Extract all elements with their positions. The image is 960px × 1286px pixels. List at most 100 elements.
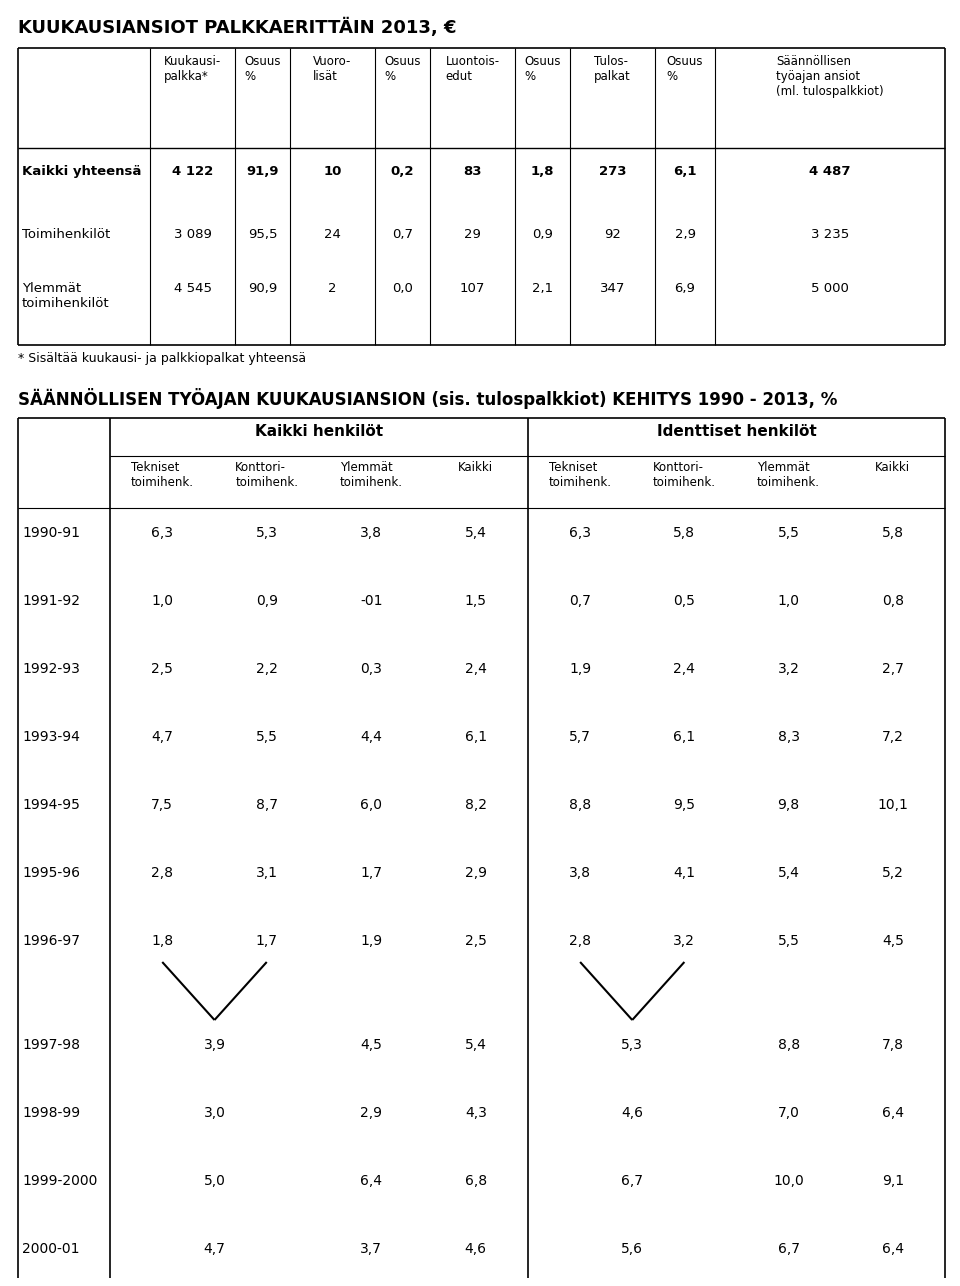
Text: 5,0: 5,0 bbox=[204, 1174, 226, 1188]
Text: 5,8: 5,8 bbox=[882, 526, 904, 540]
Text: 8,8: 8,8 bbox=[569, 799, 591, 811]
Text: 5,4: 5,4 bbox=[465, 526, 487, 540]
Text: 0,3: 0,3 bbox=[360, 662, 382, 676]
Text: 347: 347 bbox=[600, 282, 625, 294]
Text: Osuus
%: Osuus % bbox=[667, 55, 704, 84]
Text: 3,2: 3,2 bbox=[778, 662, 800, 676]
Text: 8,7: 8,7 bbox=[255, 799, 277, 811]
Text: Kaikki: Kaikki bbox=[458, 460, 493, 475]
Text: 1,5: 1,5 bbox=[465, 594, 487, 608]
Text: 5,8: 5,8 bbox=[673, 526, 695, 540]
Text: 2,7: 2,7 bbox=[882, 662, 903, 676]
Text: 5,7: 5,7 bbox=[569, 730, 591, 745]
Text: 107: 107 bbox=[460, 282, 485, 294]
Text: 29: 29 bbox=[464, 228, 481, 240]
Text: 10,0: 10,0 bbox=[773, 1174, 804, 1188]
Text: 0,9: 0,9 bbox=[255, 594, 277, 608]
Text: * Sisältää kuukausi- ja palkkiopalkat yhteensä: * Sisältää kuukausi- ja palkkiopalkat yh… bbox=[18, 352, 306, 365]
Text: 4,3: 4,3 bbox=[465, 1106, 487, 1120]
Text: Ylemmät
toimihenk.: Ylemmät toimihenk. bbox=[340, 460, 403, 489]
Text: 1996-97: 1996-97 bbox=[22, 934, 80, 948]
Text: 7,8: 7,8 bbox=[882, 1038, 904, 1052]
Text: 9,5: 9,5 bbox=[673, 799, 695, 811]
Text: Tekniset
toimihenk.: Tekniset toimihenk. bbox=[131, 460, 194, 489]
Text: 4,7: 4,7 bbox=[152, 730, 173, 745]
Text: 1990-91: 1990-91 bbox=[22, 526, 80, 540]
Text: Luontois-
edut: Luontois- edut bbox=[445, 55, 499, 84]
Text: 3,2: 3,2 bbox=[673, 934, 695, 948]
Text: 5,6: 5,6 bbox=[621, 1242, 643, 1256]
Text: Tulos-
palkat: Tulos- palkat bbox=[594, 55, 631, 84]
Text: Osuus
%: Osuus % bbox=[384, 55, 420, 84]
Text: 4 545: 4 545 bbox=[174, 282, 211, 294]
Text: 3,8: 3,8 bbox=[360, 526, 382, 540]
Text: 4,5: 4,5 bbox=[882, 934, 903, 948]
Text: 6,1: 6,1 bbox=[673, 165, 697, 177]
Text: 95,5: 95,5 bbox=[248, 228, 277, 240]
Text: -01: -01 bbox=[360, 594, 382, 608]
Text: 1,7: 1,7 bbox=[360, 865, 382, 880]
Text: 1,8: 1,8 bbox=[151, 934, 174, 948]
Text: 3,1: 3,1 bbox=[255, 865, 277, 880]
Text: 1,0: 1,0 bbox=[152, 594, 173, 608]
Text: 2,4: 2,4 bbox=[465, 662, 487, 676]
Text: 5,4: 5,4 bbox=[778, 865, 800, 880]
Text: 4 487: 4 487 bbox=[809, 165, 851, 177]
Text: 273: 273 bbox=[599, 165, 626, 177]
Text: 1994-95: 1994-95 bbox=[22, 799, 80, 811]
Text: 6,0: 6,0 bbox=[360, 799, 382, 811]
Text: 2,9: 2,9 bbox=[465, 865, 487, 880]
Text: 4,5: 4,5 bbox=[360, 1038, 382, 1052]
Text: Säännöllisen
työajan ansiot
(ml. tulospalkkiot): Säännöllisen työajan ansiot (ml. tulospa… bbox=[777, 55, 884, 98]
Text: 2,4: 2,4 bbox=[673, 662, 695, 676]
Text: 1,7: 1,7 bbox=[255, 934, 277, 948]
Text: 1991-92: 1991-92 bbox=[22, 594, 80, 608]
Text: 6,1: 6,1 bbox=[673, 730, 695, 745]
Text: 1998-99: 1998-99 bbox=[22, 1106, 80, 1120]
Text: 2,9: 2,9 bbox=[675, 228, 695, 240]
Text: Kaikki yhteensä: Kaikki yhteensä bbox=[22, 165, 141, 177]
Text: 1993-94: 1993-94 bbox=[22, 730, 80, 745]
Text: 1999-2000: 1999-2000 bbox=[22, 1174, 97, 1188]
Text: Identtiset henkilöt: Identtiset henkilöt bbox=[657, 424, 816, 439]
Text: 5 000: 5 000 bbox=[811, 282, 849, 294]
Text: 5,3: 5,3 bbox=[621, 1038, 643, 1052]
Text: 6,9: 6,9 bbox=[675, 282, 695, 294]
Text: 2,5: 2,5 bbox=[152, 662, 173, 676]
Text: 0,9: 0,9 bbox=[532, 228, 553, 240]
Text: 0,7: 0,7 bbox=[392, 228, 413, 240]
Text: 0,5: 0,5 bbox=[673, 594, 695, 608]
Text: 2,1: 2,1 bbox=[532, 282, 553, 294]
Text: 5,5: 5,5 bbox=[778, 934, 800, 948]
Text: 0,2: 0,2 bbox=[391, 165, 415, 177]
Text: 4,6: 4,6 bbox=[465, 1242, 487, 1256]
Text: 5,2: 5,2 bbox=[882, 865, 903, 880]
Text: 5,5: 5,5 bbox=[778, 526, 800, 540]
Text: 1,8: 1,8 bbox=[531, 165, 554, 177]
Text: 2,2: 2,2 bbox=[255, 662, 277, 676]
Text: 2,9: 2,9 bbox=[360, 1106, 382, 1120]
Text: Kaikki henkilöt: Kaikki henkilöt bbox=[255, 424, 383, 439]
Text: 6,4: 6,4 bbox=[882, 1242, 904, 1256]
Text: 7,5: 7,5 bbox=[152, 799, 173, 811]
Text: 3,9: 3,9 bbox=[204, 1038, 226, 1052]
Text: Osuus
%: Osuus % bbox=[244, 55, 280, 84]
Text: 1995-96: 1995-96 bbox=[22, 865, 80, 880]
Text: 8,3: 8,3 bbox=[778, 730, 800, 745]
Text: 3,0: 3,0 bbox=[204, 1106, 226, 1120]
Text: 2: 2 bbox=[328, 282, 337, 294]
Text: 6,1: 6,1 bbox=[465, 730, 487, 745]
Text: SÄÄNNÖLLISEN TYÖAJAN KUUKAUSIANSION (sis. tulospalkkiot) KEHITYS 1990 - 2013, %: SÄÄNNÖLLISEN TYÖAJAN KUUKAUSIANSION (sis… bbox=[18, 388, 837, 409]
Text: Kaikki: Kaikki bbox=[876, 460, 910, 475]
Text: 5,4: 5,4 bbox=[465, 1038, 487, 1052]
Text: 5,3: 5,3 bbox=[255, 526, 277, 540]
Text: 6,4: 6,4 bbox=[882, 1106, 904, 1120]
Text: 7,2: 7,2 bbox=[882, 730, 903, 745]
Text: 5,5: 5,5 bbox=[255, 730, 277, 745]
Text: 10: 10 bbox=[324, 165, 342, 177]
Text: 2000-01: 2000-01 bbox=[22, 1242, 80, 1256]
Text: 0,8: 0,8 bbox=[882, 594, 904, 608]
Text: 8,2: 8,2 bbox=[465, 799, 487, 811]
Text: 4,4: 4,4 bbox=[360, 730, 382, 745]
Text: 1992-93: 1992-93 bbox=[22, 662, 80, 676]
